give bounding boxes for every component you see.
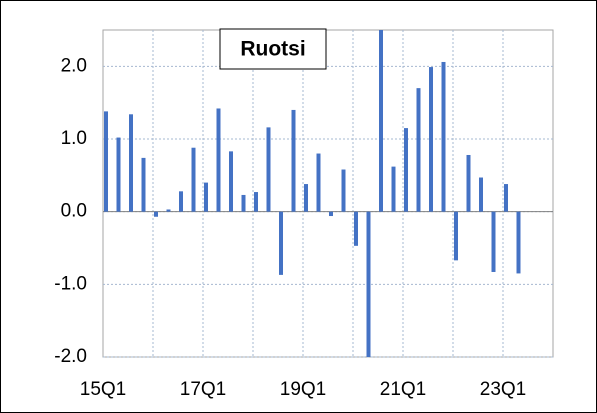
x-tick-label: 15Q1: [80, 379, 126, 400]
bar: [254, 192, 258, 212]
bar: [379, 30, 383, 212]
x-tick-label: 19Q1: [280, 379, 326, 400]
bar: [116, 137, 121, 212]
bar: [316, 153, 321, 212]
bar: [391, 166, 396, 212]
x-tick-label: 21Q1: [380, 379, 426, 400]
x-tick-label: 17Q1: [180, 379, 226, 400]
bar: [166, 209, 171, 212]
title-box: [219, 28, 327, 70]
bar: [416, 88, 421, 212]
bar: [229, 151, 233, 212]
y-tick-label: -2.0: [54, 346, 87, 367]
bar: [454, 211, 458, 261]
bar: [516, 211, 521, 274]
bar: [429, 67, 433, 212]
y-tick-label: 1.0: [61, 128, 87, 149]
bar: [154, 211, 158, 217]
bar: [279, 211, 283, 275]
bar: [441, 61, 446, 212]
bar: [266, 127, 271, 212]
bar: [366, 211, 371, 357]
bar: [179, 191, 183, 212]
y-tick-label: -1.0: [54, 273, 87, 294]
bar: [291, 109, 296, 212]
bar: [216, 108, 221, 212]
bar: [504, 184, 508, 212]
bar: [341, 169, 346, 212]
y-tick-label: 2.0: [61, 55, 87, 76]
bar: [104, 111, 108, 212]
bar: [479, 177, 483, 212]
bar: [241, 194, 246, 212]
x-tick-label: 23Q1: [480, 379, 526, 400]
bar: [129, 114, 133, 212]
bar: [204, 182, 208, 212]
bar: [491, 211, 496, 272]
bar: [191, 147, 196, 212]
bar: [466, 154, 471, 212]
bar: [404, 128, 408, 212]
y-tick-label: 0.0: [61, 201, 87, 222]
chart-title: Ruotsi: [240, 38, 305, 61]
bar: [354, 211, 358, 246]
bar: [329, 211, 333, 217]
bar: [304, 184, 308, 212]
bar: [141, 157, 146, 212]
